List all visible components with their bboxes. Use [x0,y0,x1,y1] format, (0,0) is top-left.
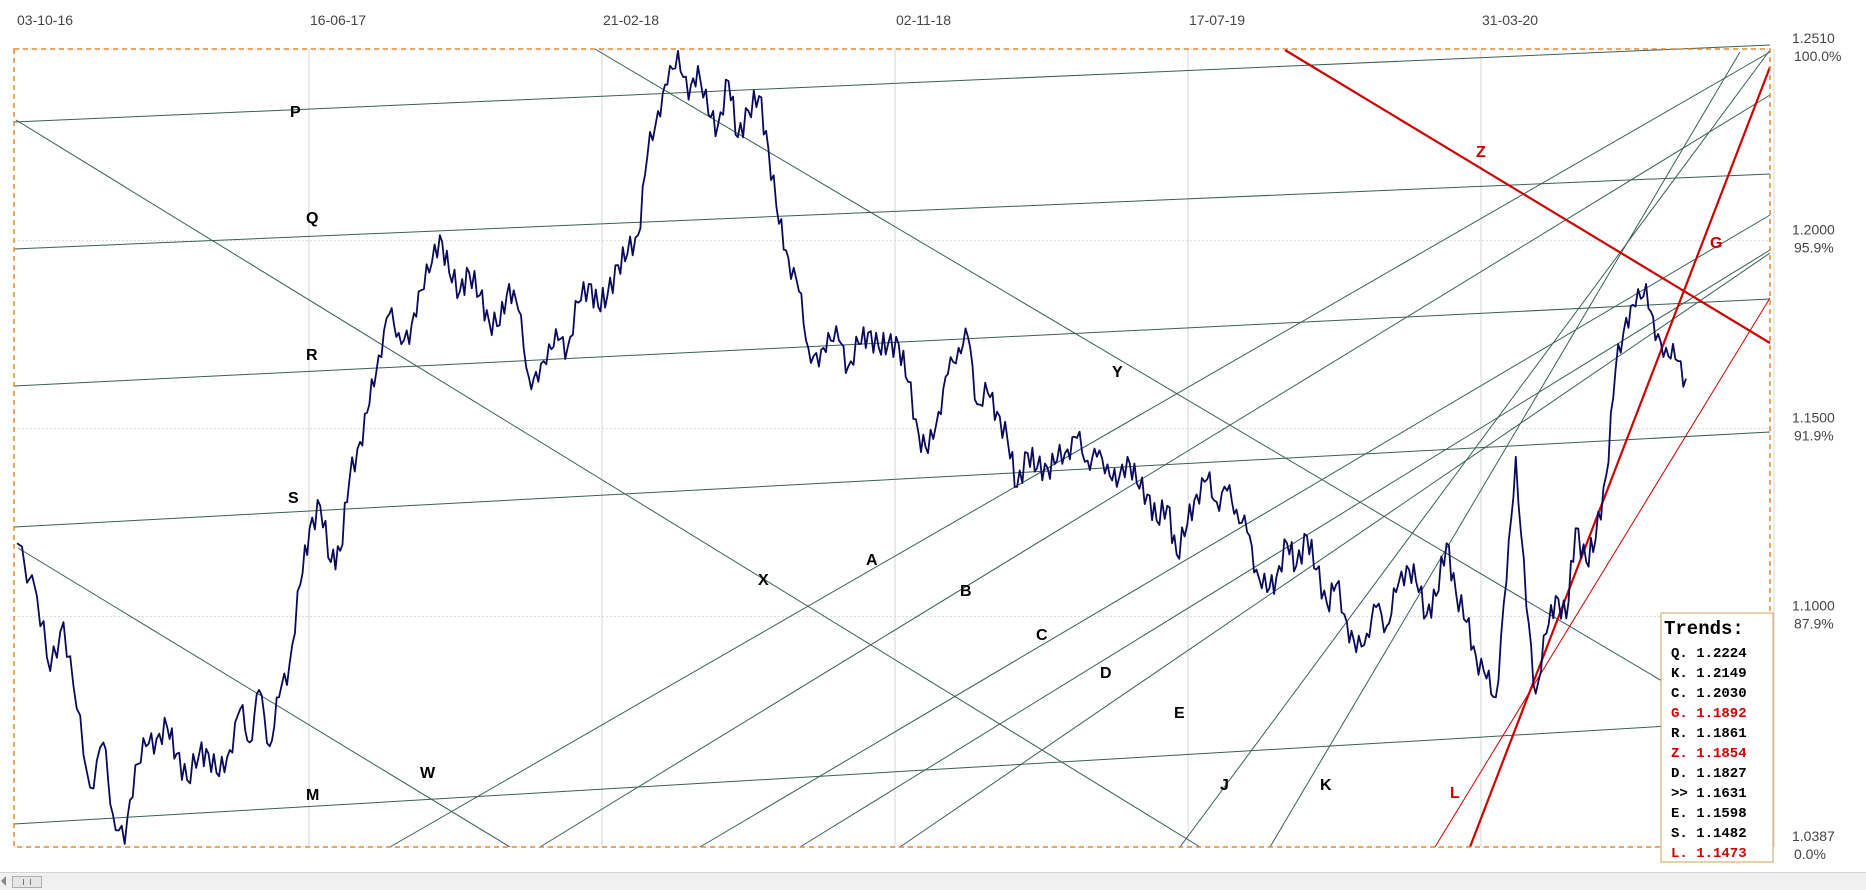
trend-label-k: K [1320,777,1332,794]
legend-entry: G. 1.1892 [1671,706,1747,722]
y-tick-percent: 0.0% [1794,846,1826,862]
trend-label-l: L [1450,785,1460,802]
trends-legend: Trends: Q. 1.2224 K. 1.2149 C. 1.2030 G. 1.… [1661,613,1773,862]
trend-line-labels: P Q R S M W X Y A B C D E J K Z G L [288,104,1722,804]
y-tick-label: 1.2510 [1792,30,1835,46]
legend-entry: S. 1.1482 [1671,826,1747,842]
trend-label-r: R [306,347,318,364]
trend-label-e: E [1174,705,1185,722]
trend-line-a [390,52,1770,847]
x-tick-label: 16-06-17 [310,12,366,28]
legend-rows: Q. 1.2224 K. 1.2149 C. 1.2030 G. 1.1892 R. 1… [1671,646,1747,862]
legend-entry: >> 1.1631 [1671,786,1747,802]
legend-entry: R. 1.1861 [1671,726,1747,742]
y-tick-percent: 100.0% [1794,48,1841,64]
trend-label-a: A [866,552,878,569]
y-tick-label: 1.1500 [1792,410,1835,426]
trend-label-p: P [290,104,301,121]
trend-label-w: W [420,765,436,782]
trend-line-c [700,215,1770,847]
trend-line-p [14,45,1770,122]
legend-entry: Z. 1.1854 [1671,746,1747,762]
legend-entry: C. 1.2030 [1671,686,1747,702]
scroll-left-arrow-icon[interactable] [1,876,6,886]
y-tick-percent: 95.9% [1794,240,1834,256]
trend-label-x: X [758,572,769,589]
y-tick-label: 1.2000 [1792,222,1835,238]
trend-label-q: Q [306,210,318,227]
y-tick-label: 1.0387 [1792,828,1835,844]
x-tick-label: 03-10-16 [17,12,73,28]
legend-entry: E. 1.1598 [1671,806,1747,822]
trend-label-y: Y [1112,364,1123,381]
legend-entry: D. 1.1827 [1671,766,1747,782]
plot-frame [14,49,1770,847]
trend-label-c: C [1036,627,1048,644]
trend-label-z: Z [1476,144,1486,161]
price-series-line [17,51,1686,844]
legend-title: Trends: [1664,618,1744,640]
y-tick-percent: 91.9% [1794,428,1834,444]
trend-line-e [900,253,1770,847]
legend-entry: Q. 1.2224 [1671,646,1747,662]
trend-label-s: S [288,490,299,507]
trend-line-m [14,720,1770,824]
trend-line-q [14,174,1770,249]
trend-label-d: D [1100,665,1112,682]
y-tick-percent: 87.9% [1794,616,1834,632]
scrollbar-thumb[interactable] [12,876,42,888]
x-tick-label: 31-03-20 [1482,12,1538,28]
grid-layer [14,49,1774,847]
grip-icon [23,879,31,885]
y-tick-label: 1.1000 [1792,598,1835,614]
trend-label-g: G [1710,235,1722,252]
trend-label-m: M [306,787,319,804]
legend-entry: L. 1.1473 [1671,846,1747,862]
legend-entry: K. 1.2149 [1671,666,1747,682]
trend-label-j: J [1220,777,1229,794]
trend-label-b: B [960,583,972,600]
horizontal-scrollbar[interactable] [0,872,1866,890]
trend-line-w [18,548,510,847]
x-tick-label: 02-11-18 [896,12,951,28]
chart-svg: P Q R S M W X Y A B C D E J K Z G L 03-10-16 16-06-17 21-02… [0,0,1866,872]
x-tick-label: 21-02-18 [603,12,659,28]
x-tick-label: 17-07-19 [1189,12,1245,28]
trend-line-b [540,95,1770,847]
trend-lines [14,45,1770,847]
